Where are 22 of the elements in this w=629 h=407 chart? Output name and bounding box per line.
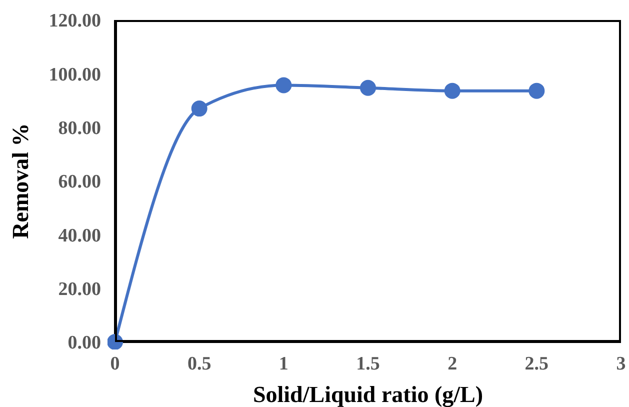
point xyxy=(528,82,545,99)
point xyxy=(444,82,460,99)
y-tick-label: 120.00 xyxy=(48,10,101,32)
x-tick-label: 2.5 xyxy=(524,353,549,374)
y-tick-label: 100.00 xyxy=(48,64,101,86)
x-tick-label: 1 xyxy=(278,353,288,374)
x-axis-title: Solid/Liquid ratio (g/L) xyxy=(252,382,484,407)
y-tick-label: 20.00 xyxy=(58,279,101,300)
y-tick-label: 40.00 xyxy=(58,225,101,246)
x-tick-label: 0.5 xyxy=(187,353,212,374)
y-tick-label: 80.00 xyxy=(58,118,101,140)
x-tick-label: 0 xyxy=(110,353,120,374)
point xyxy=(191,100,208,117)
x-tick-label: 3 xyxy=(616,353,626,374)
point xyxy=(276,77,292,94)
x-tick-label: 1.5 xyxy=(356,353,380,374)
y-tick-label: 0.00 xyxy=(68,332,101,354)
point xyxy=(360,80,376,96)
y-tick-label: 60.00 xyxy=(58,172,101,193)
x-tick-label: 2 xyxy=(448,353,458,374)
y-axis-title: Removal % xyxy=(8,123,34,239)
point xyxy=(108,334,123,350)
